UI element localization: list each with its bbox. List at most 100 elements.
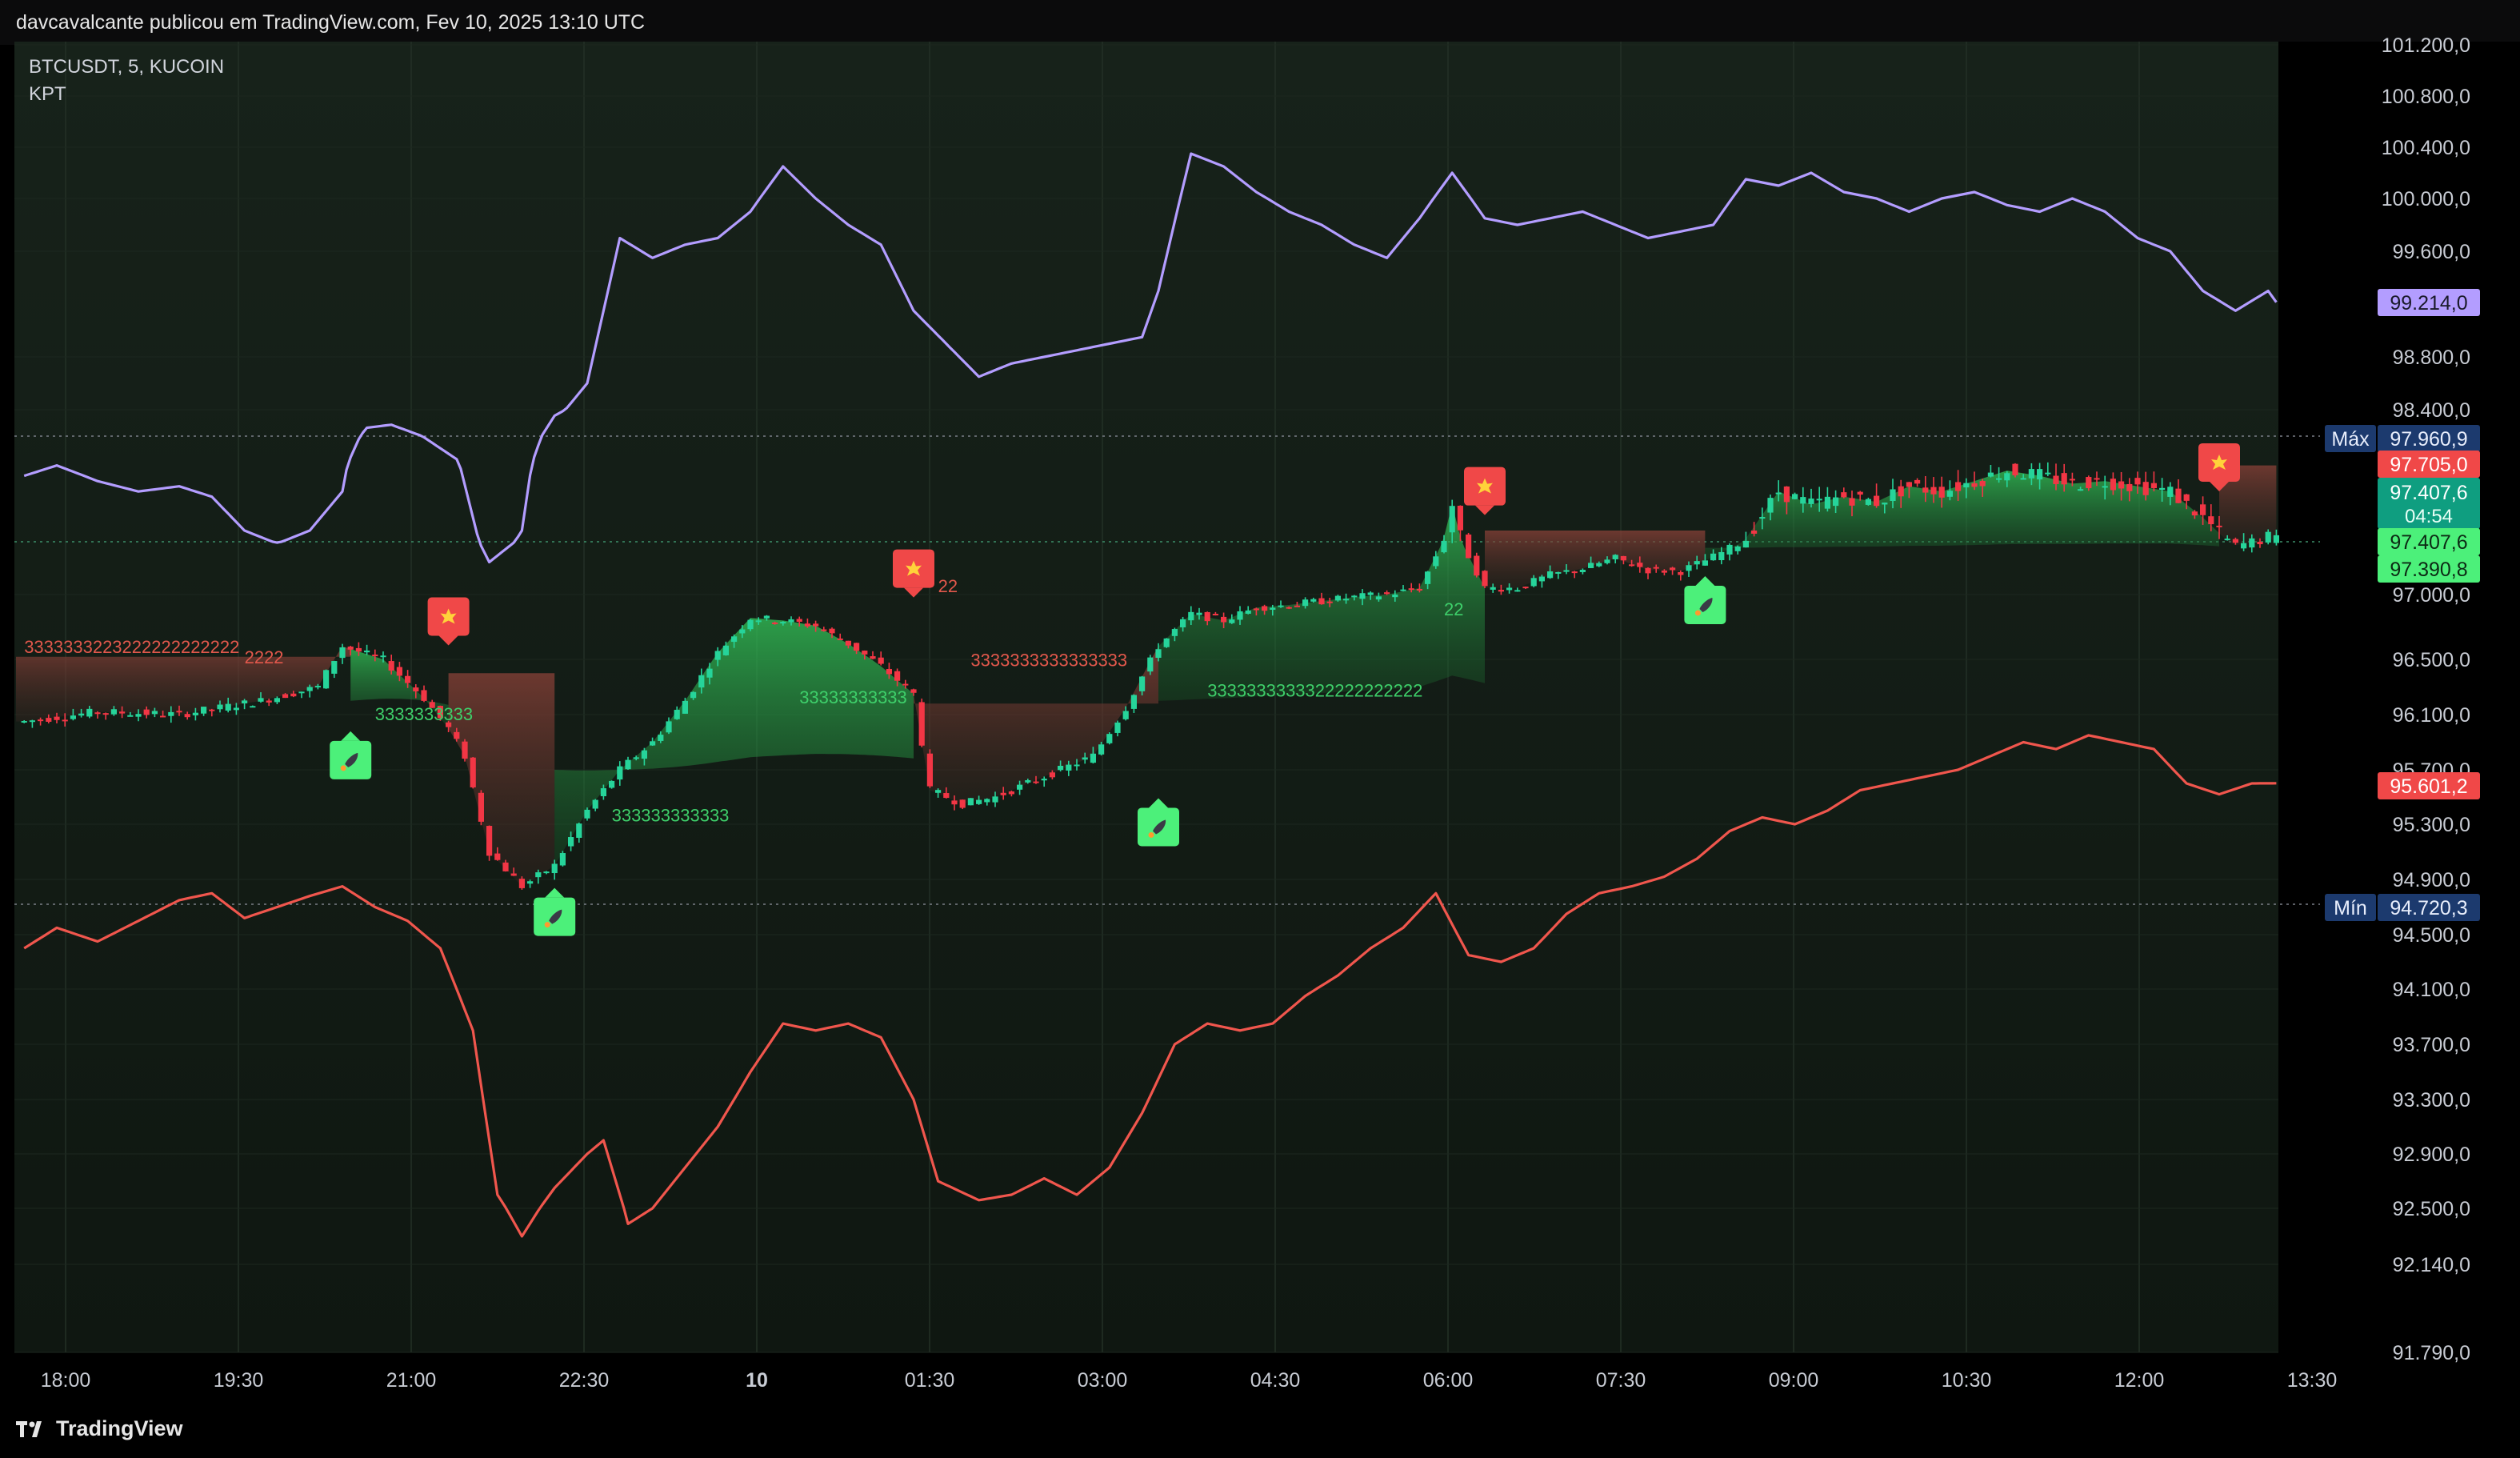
- sell-signal[interactable]: [2198, 443, 2240, 491]
- time-axis[interactable]: 18:00 19:30 21:00 22:30 10 01:30 03:00 04:30 06:…: [41, 1369, 2338, 1392]
- candle-body: [1686, 565, 1692, 571]
- candle-body: [1637, 563, 1643, 567]
- candle-body: [454, 731, 460, 739]
- candle-body: [2069, 479, 2075, 481]
- candle-body: [731, 636, 738, 643]
- price-tick-label: 92.140,0: [2393, 1254, 2470, 1276]
- candle-body: [1718, 551, 1725, 560]
- tag-background: [2325, 894, 2376, 921]
- candle-body: [86, 708, 93, 717]
- candle-body: [1359, 593, 1366, 599]
- candle-body: [2257, 541, 2263, 545]
- bear-cloud: [1485, 531, 1706, 588]
- candle-body: [2216, 525, 2222, 527]
- candle-body: [478, 792, 484, 822]
- rocket-body: [1153, 819, 1166, 835]
- candle-body: [592, 799, 598, 809]
- candle-body: [706, 668, 713, 678]
- candle-body: [1841, 492, 1847, 498]
- candle-body: [494, 853, 501, 860]
- candle-body: [1400, 589, 1406, 591]
- time-tick-label: 03:00: [1078, 1369, 1128, 1392]
- candle-body: [290, 693, 297, 697]
- candle-body: [829, 628, 835, 634]
- candle-body: [2159, 487, 2166, 491]
- candle-body: [135, 714, 142, 717]
- candle-body: [266, 700, 272, 703]
- time-tick-label: 04:30: [1250, 1369, 1301, 1392]
- tag-text: Máx: [2331, 428, 2370, 451]
- candle-body: [722, 645, 729, 655]
- buy-signal[interactable]: [534, 887, 576, 936]
- candle-body: [1066, 764, 1072, 771]
- price-tick-label: 98.800,0: [2393, 346, 2470, 369]
- candle-body: [992, 796, 998, 803]
- buy-signal[interactable]: [1138, 798, 1179, 847]
- sell-signal[interactable]: [1464, 467, 1506, 515]
- candle-body: [298, 691, 305, 694]
- candle-body: [1930, 487, 1937, 495]
- candle-body: [168, 711, 174, 716]
- candle-body: [1253, 608, 1259, 611]
- candle-body: [862, 651, 868, 655]
- candle-body: [1171, 629, 1178, 636]
- indicator-legend[interactable]: KPT: [29, 83, 66, 105]
- symbol-legend[interactable]: BTCUSDT, 5, KUCOIN: [29, 56, 225, 78]
- time-tick-label: 06:00: [1423, 1369, 1474, 1392]
- candle-body: [1000, 792, 1006, 795]
- candle-body: [1530, 578, 1537, 587]
- candle-body: [1392, 594, 1398, 598]
- candle-body: [2150, 483, 2157, 489]
- countdown-text: 04:54: [2405, 506, 2453, 527]
- candle-body: [1547, 571, 1554, 579]
- time-tick-label: 10:30: [1942, 1369, 1992, 1392]
- price-tick-label: 92.500,0: [2393, 1198, 2470, 1220]
- bear-cloud: [448, 673, 555, 887]
- candle-body: [46, 718, 52, 722]
- candle-body: [29, 720, 35, 723]
- buy-signal[interactable]: [330, 731, 372, 779]
- price-chart[interactable]: 3333333223222222222222222233333333333333…: [0, 0, 2520, 1402]
- candle-body: [2086, 477, 2092, 489]
- candle-body: [650, 741, 656, 746]
- candle-body: [388, 661, 394, 671]
- candle-body: [1449, 506, 1455, 533]
- count-label: 333333333333: [612, 806, 730, 826]
- buy-signal[interactable]: [1684, 575, 1726, 624]
- price-axis[interactable]: 101.200,0 100.800,0 100.400,0 100.000,0 99.6…: [2382, 34, 2470, 1364]
- candle-body: [755, 620, 762, 623]
- candle-body: [1017, 784, 1023, 790]
- candle-body: [576, 823, 582, 838]
- tag-text: 97.705,0: [2390, 454, 2467, 476]
- candle-body: [1147, 657, 1154, 672]
- candle-body: [1204, 611, 1210, 622]
- candle-body: [1783, 486, 1790, 503]
- candle-body: [747, 619, 754, 630]
- candle-body: [1474, 555, 1480, 576]
- candle-body: [429, 702, 435, 708]
- candle-body: [209, 709, 215, 711]
- tag-background: [2378, 478, 2480, 529]
- upper-band-price-tag: 99.214,0: [2378, 289, 2480, 316]
- candle-body: [1710, 553, 1717, 561]
- signals[interactable]: [330, 443, 2240, 936]
- candle-body: [1441, 540, 1447, 553]
- candle-body: [2045, 472, 2051, 475]
- candle-body: [804, 623, 810, 627]
- candle-body: [1433, 556, 1439, 567]
- candle-body: [1058, 765, 1064, 771]
- footer-bar: [0, 1402, 2520, 1458]
- sell-signal[interactable]: [427, 597, 470, 646]
- candle-body: [878, 657, 884, 664]
- candle-body: [184, 714, 190, 718]
- candle-body: [2167, 487, 2174, 497]
- sell-signal[interactable]: [893, 549, 934, 598]
- brand-logo[interactable]: TradingView: [16, 1416, 183, 1441]
- candle-body: [584, 809, 590, 819]
- candle-body: [1049, 772, 1055, 778]
- time-tick-label: 12:00: [2114, 1369, 2165, 1392]
- candle-body: [306, 687, 313, 691]
- candle-body: [617, 766, 623, 780]
- rocket-flame: [544, 922, 550, 928]
- candle-body: [1514, 590, 1521, 592]
